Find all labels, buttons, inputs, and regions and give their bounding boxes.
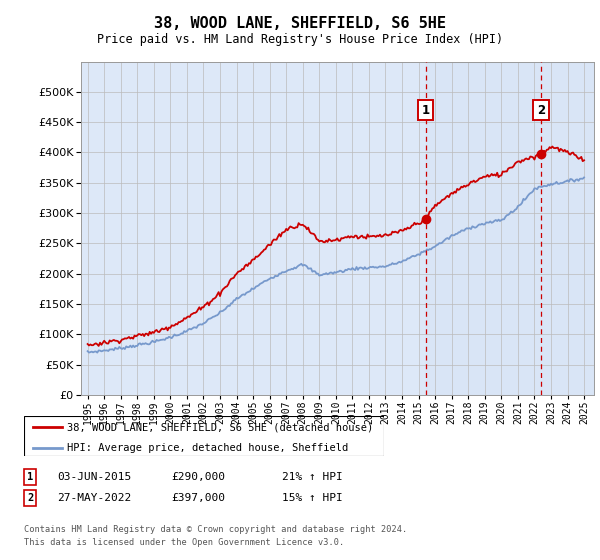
Text: 1: 1: [27, 472, 33, 482]
Text: £290,000: £290,000: [171, 472, 225, 482]
Text: Contains HM Land Registry data © Crown copyright and database right 2024.: Contains HM Land Registry data © Crown c…: [24, 525, 407, 534]
Text: 21% ↑ HPI: 21% ↑ HPI: [282, 472, 343, 482]
Text: This data is licensed under the Open Government Licence v3.0.: This data is licensed under the Open Gov…: [24, 538, 344, 547]
Bar: [425, 62, 594, 395]
Text: 15% ↑ HPI: 15% ↑ HPI: [282, 493, 343, 503]
Text: 2: 2: [536, 104, 545, 116]
Text: Price paid vs. HM Land Registry's House Price Index (HPI): Price paid vs. HM Land Registry's House …: [97, 32, 503, 46]
Text: 38, WOOD LANE, SHEFFIELD, S6 5HE: 38, WOOD LANE, SHEFFIELD, S6 5HE: [154, 16, 446, 31]
Text: £397,000: £397,000: [171, 493, 225, 503]
Text: 03-JUN-2015: 03-JUN-2015: [57, 472, 131, 482]
Text: HPI: Average price, detached house, Sheffield: HPI: Average price, detached house, Shef…: [67, 442, 349, 452]
Text: 1: 1: [421, 104, 430, 116]
Text: 27-MAY-2022: 27-MAY-2022: [57, 493, 131, 503]
Text: 38, WOOD LANE, SHEFFIELD, S6 5HE (detached house): 38, WOOD LANE, SHEFFIELD, S6 5HE (detach…: [67, 422, 373, 432]
Text: 2: 2: [27, 493, 33, 503]
